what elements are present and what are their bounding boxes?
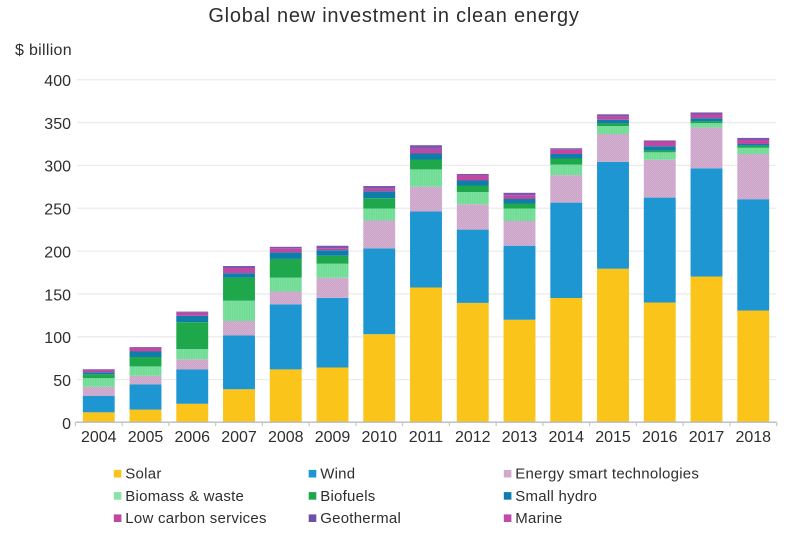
svg-text:250: 250 bbox=[44, 202, 71, 219]
svg-text:$ billion: $ billion bbox=[15, 42, 72, 59]
svg-text:Biofuels: Biofuels bbox=[320, 488, 375, 505]
svg-text:200: 200 bbox=[44, 244, 71, 261]
svg-text:2016: 2016 bbox=[642, 429, 678, 446]
svg-text:Global new investment in clean: Global new investment in clean energy bbox=[208, 5, 579, 27]
svg-text:100: 100 bbox=[44, 330, 71, 347]
svg-text:Marine: Marine bbox=[515, 510, 562, 527]
svg-text:150: 150 bbox=[44, 287, 71, 304]
svg-text:2013: 2013 bbox=[502, 429, 538, 446]
svg-text:350: 350 bbox=[44, 116, 71, 133]
svg-text:2014: 2014 bbox=[548, 429, 584, 446]
svg-text:Geothermal: Geothermal bbox=[320, 510, 401, 527]
svg-text:Energy smart technologies: Energy smart technologies bbox=[515, 466, 699, 483]
svg-text:300: 300 bbox=[44, 159, 71, 176]
svg-text:Low carbon services: Low carbon services bbox=[125, 510, 266, 527]
svg-text:2010: 2010 bbox=[361, 429, 397, 446]
svg-text:400: 400 bbox=[44, 73, 71, 90]
svg-text:Wind: Wind bbox=[320, 466, 355, 483]
svg-text:2012: 2012 bbox=[455, 429, 491, 446]
svg-text:2007: 2007 bbox=[221, 429, 257, 446]
svg-text:2005: 2005 bbox=[128, 429, 164, 446]
svg-text:2008: 2008 bbox=[268, 429, 304, 446]
svg-text:2006: 2006 bbox=[174, 429, 210, 446]
svg-text:2018: 2018 bbox=[735, 429, 771, 446]
svg-text:2009: 2009 bbox=[315, 429, 351, 446]
svg-text:Biomass & waste: Biomass & waste bbox=[125, 488, 244, 505]
svg-text:2017: 2017 bbox=[689, 429, 725, 446]
svg-text:50: 50 bbox=[53, 373, 71, 390]
svg-text:2011: 2011 bbox=[409, 429, 444, 446]
svg-text:2015: 2015 bbox=[595, 429, 631, 446]
svg-text:Small hydro: Small hydro bbox=[515, 488, 597, 505]
svg-text:Solar: Solar bbox=[125, 466, 161, 483]
svg-text:0: 0 bbox=[62, 416, 71, 433]
svg-text:2004: 2004 bbox=[81, 429, 117, 446]
